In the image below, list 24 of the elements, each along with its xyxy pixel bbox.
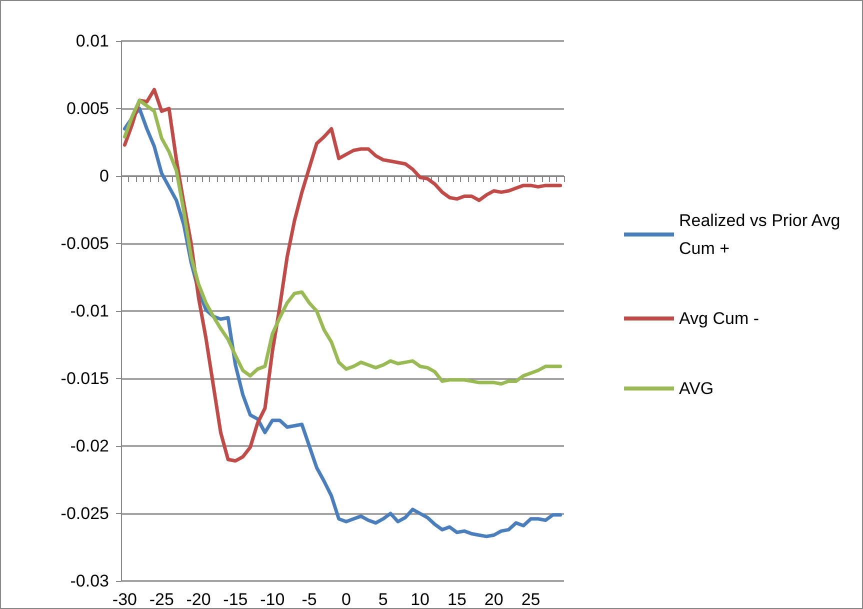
x-tick-label: 0 [341,590,351,609]
y-tick-label: -0.005 [60,234,109,253]
y-tick-label: 0.005 [66,99,109,118]
legend-label: Realized vs Prior Avg Cum + [679,211,845,258]
y-tick-label: 0.01 [76,32,109,50]
y-tick-label: -0.015 [60,369,109,388]
x-tick-label: -25 [149,590,174,609]
x-tick-label: -10 [260,590,285,609]
y-tick-label: -0.01 [70,302,109,320]
x-tick-label: 10 [410,590,430,609]
x-tick-label: -20 [186,590,211,609]
x-tick-label: 5 [378,590,388,609]
x-tick-label: 20 [484,590,504,609]
x-tick-label: 15 [447,590,466,609]
legend-label: AVG [679,379,714,398]
x-tick-label: -5 [302,590,317,609]
x-tick-label: -15 [223,590,248,609]
y-tick-label: -0.02 [70,436,109,456]
x-tick-label: 25 [521,590,540,609]
y-tick-label: 0 [100,166,109,186]
x-tick-label: -30 [112,590,137,609]
y-tick-label: -0.025 [60,504,109,523]
y-tick-label: -0.03 [70,572,109,590]
legend-label: Avg Cum - [679,309,759,328]
